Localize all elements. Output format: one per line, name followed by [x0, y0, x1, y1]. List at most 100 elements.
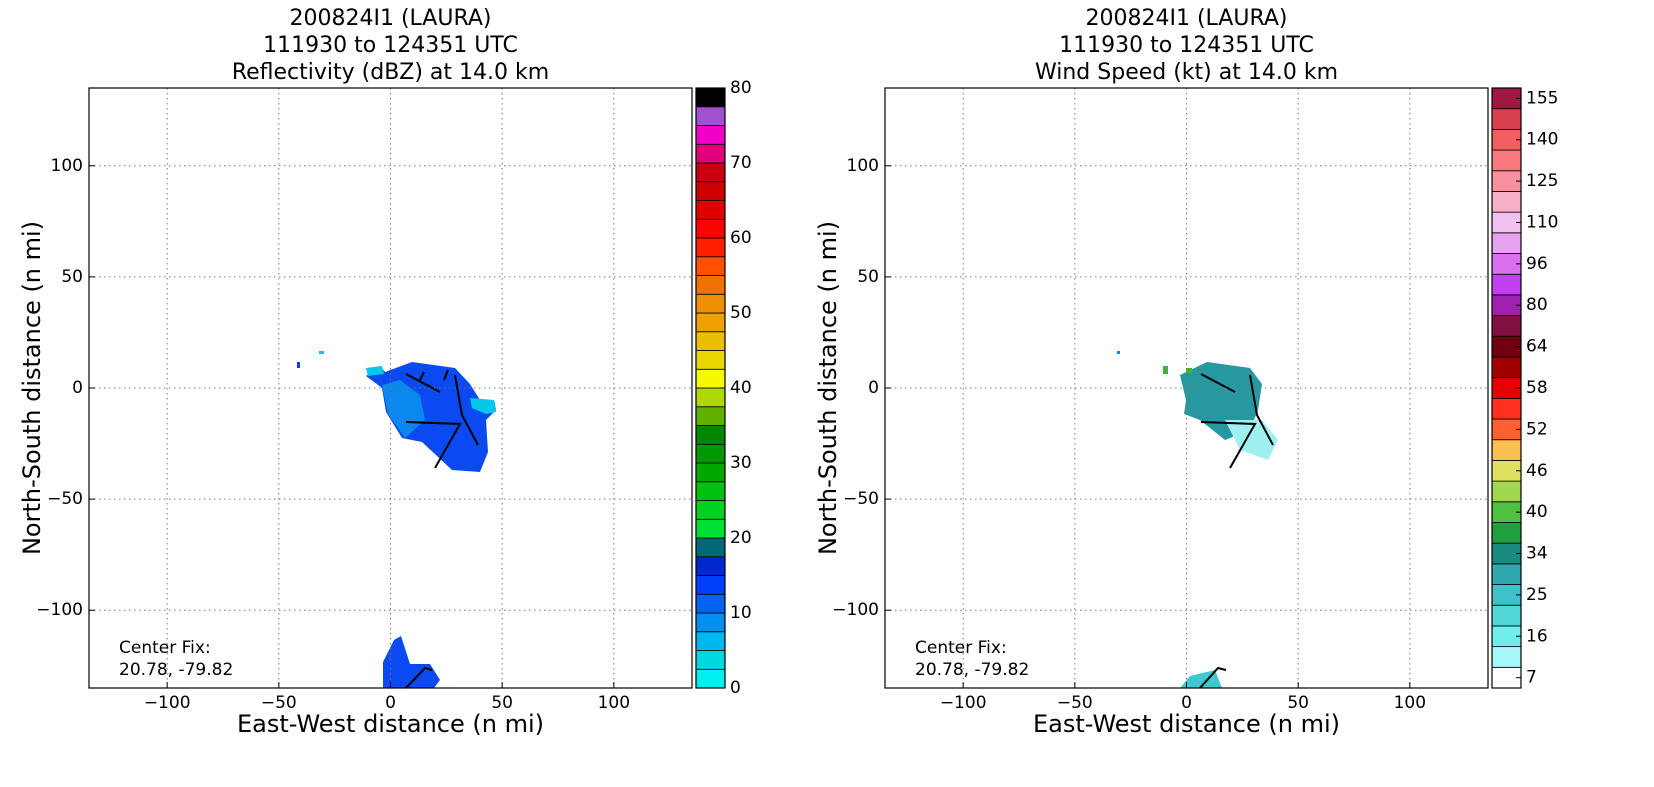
colorbar-tick-label: 70	[730, 153, 752, 173]
colorbar-segment	[1491, 522, 1522, 544]
colorbar-tick-label: 125	[1526, 171, 1558, 191]
plot-frame	[88, 87, 693, 689]
colorbar-segment	[695, 406, 726, 426]
colorbar-tick-label: 110	[1526, 212, 1558, 232]
colorbar-tick-label: 25	[1526, 585, 1548, 605]
colorbar-tick-label: 60	[730, 228, 752, 248]
echo-region	[319, 351, 324, 354]
y-tick-label: −50	[47, 489, 83, 509]
colorbar-tick-label: 20	[730, 528, 752, 548]
x-tick-label: −50	[261, 693, 297, 713]
y-tick-label: 50	[857, 267, 879, 287]
y-axis-label: North-South distance (n mi)	[18, 221, 46, 555]
y-tick-label: 50	[61, 267, 83, 287]
colorbar-tick-label: 58	[1526, 378, 1548, 398]
colorbar-segment	[1491, 439, 1522, 461]
echo-region	[383, 636, 440, 688]
colorbar-segment	[695, 368, 726, 389]
colorbar-segment	[695, 556, 726, 576]
x-tick-label: 100	[1394, 693, 1426, 713]
chart-title: Wind Speed (kt) at 14.0 km	[1035, 60, 1338, 85]
colorbar-segment	[695, 443, 726, 464]
colorbar-segment	[1491, 480, 1522, 503]
chart-title: 111930 to 124351 UTC	[1059, 33, 1314, 58]
wind-barb	[405, 369, 479, 689]
colorbar-segment	[695, 106, 726, 126]
colorbar-segment	[695, 575, 726, 595]
colorbar-segment	[695, 200, 726, 220]
colorbar-tick-label: 30	[730, 453, 752, 473]
colorbar-segment	[1491, 604, 1522, 627]
colorbar-tick-label: 0	[730, 678, 741, 698]
colorbar-tick-label: 140	[1526, 130, 1558, 150]
colorbar-segment	[695, 275, 726, 295]
colorbar-tick-label: 7	[1526, 668, 1537, 688]
annotation: Center Fix:	[915, 638, 1007, 658]
colorbar-tick-label: 64	[1526, 337, 1548, 357]
wind-barb	[1199, 373, 1274, 689]
colorbar-segment	[1491, 191, 1522, 213]
echo-region	[382, 380, 425, 438]
colorbar-segment	[695, 593, 726, 614]
colorbar-segment	[695, 631, 726, 651]
colorbar-tick-label: 52	[1526, 419, 1548, 439]
chart-title: Reflectivity (dBZ) at 14.0 km	[232, 60, 549, 85]
colorbar-segment	[695, 293, 726, 314]
colorbar-segment	[1491, 397, 1522, 420]
annotation: 20.78, -79.82	[915, 660, 1029, 680]
colorbar-segment	[695, 668, 726, 689]
colorbar-segment	[695, 87, 726, 108]
chart-title: 200824I1 (LAURA)	[1086, 6, 1288, 31]
colorbar-tick-label: 40	[730, 378, 752, 398]
colorbar-segment	[695, 350, 726, 370]
colorbar-tick-label: 155	[1526, 88, 1558, 108]
x-tick-label: 0	[385, 693, 396, 713]
colorbar-segment	[695, 500, 726, 520]
colorbar-segment	[1491, 273, 1522, 296]
colorbar-segment	[695, 481, 726, 501]
colorbar-segment	[695, 237, 726, 258]
echo-region	[366, 366, 384, 376]
x-tick-label: 50	[1287, 693, 1309, 713]
y-tick-label: 100	[51, 156, 83, 176]
colorbar-segment	[695, 518, 726, 539]
y-axis-label: North-South distance (n mi)	[814, 221, 842, 555]
x-tick-label: 50	[491, 693, 513, 713]
x-tick-label: 100	[598, 693, 630, 713]
colorbar-tick-label: 96	[1526, 254, 1548, 274]
colorbar-tick-label: 46	[1526, 461, 1548, 481]
colorbar-segment	[1491, 315, 1522, 337]
x-tick-label: −50	[1057, 693, 1093, 713]
colorbar-segment	[695, 331, 726, 351]
colorbar-segment	[695, 312, 726, 333]
colorbar-segment	[1491, 108, 1522, 130]
colorbar-segment	[695, 462, 726, 483]
colorbar-tick-label: 80	[1526, 295, 1548, 315]
annotation: 20.78, -79.82	[119, 660, 233, 680]
colorbar-segment	[1491, 563, 1522, 585]
echo-region	[1163, 366, 1168, 374]
colorbar-tick-label: 50	[730, 303, 752, 323]
chart-title: 111930 to 124351 UTC	[263, 33, 518, 58]
y-tick-label: −100	[36, 600, 83, 620]
colorbar-segment	[695, 143, 726, 164]
echo-regions-right	[1117, 351, 1278, 689]
colorbar-segment	[1491, 646, 1522, 668]
y-tick-label: 0	[72, 378, 83, 398]
colorbar-tick-label: 10	[730, 603, 752, 623]
colorbar-segment	[1491, 232, 1522, 254]
y-tick-label: −50	[843, 489, 879, 509]
colorbar-segment	[695, 125, 726, 145]
colorbar-segment	[695, 256, 726, 276]
x-tick-label: −100	[940, 693, 987, 713]
echo-region	[366, 362, 496, 472]
y-tick-label: 100	[847, 156, 879, 176]
x-tick-label: 0	[1181, 693, 1192, 713]
chart-title: 200824I1 (LAURA)	[290, 6, 492, 31]
plot-frame	[884, 87, 1489, 689]
colorbar-segment	[695, 612, 726, 633]
echo-regions-left	[297, 351, 496, 689]
colorbar-segment	[695, 162, 726, 183]
colorbar-segment	[1491, 356, 1522, 379]
